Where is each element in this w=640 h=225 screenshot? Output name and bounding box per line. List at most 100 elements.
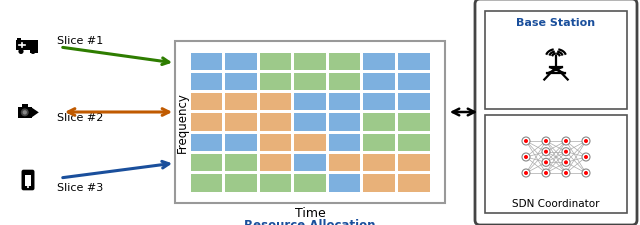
Circle shape xyxy=(31,50,36,55)
Bar xyxy=(329,154,360,171)
Bar xyxy=(260,154,291,171)
Circle shape xyxy=(564,161,568,165)
Bar xyxy=(364,94,395,111)
Circle shape xyxy=(522,137,530,145)
Bar xyxy=(260,53,291,70)
Bar xyxy=(364,73,395,91)
Polygon shape xyxy=(31,108,39,118)
Bar xyxy=(364,53,395,70)
Bar xyxy=(225,114,257,131)
Bar xyxy=(398,154,429,171)
Bar xyxy=(260,73,291,91)
Circle shape xyxy=(22,111,27,115)
Bar xyxy=(22,104,28,107)
Circle shape xyxy=(584,171,588,175)
FancyBboxPatch shape xyxy=(475,0,637,225)
Bar xyxy=(364,174,395,192)
Bar xyxy=(329,174,360,192)
Bar xyxy=(30,46,38,53)
Bar xyxy=(294,53,326,70)
Bar xyxy=(16,41,38,51)
Circle shape xyxy=(562,137,570,145)
Bar xyxy=(175,42,445,203)
Bar xyxy=(294,134,326,151)
Bar xyxy=(398,114,429,131)
Bar xyxy=(329,94,360,111)
Circle shape xyxy=(564,150,568,154)
Bar xyxy=(329,134,360,151)
Bar xyxy=(294,154,326,171)
Circle shape xyxy=(524,171,528,175)
Bar xyxy=(398,53,429,70)
Circle shape xyxy=(542,148,550,156)
Circle shape xyxy=(542,169,550,177)
Bar xyxy=(398,174,429,192)
Circle shape xyxy=(542,159,550,166)
FancyBboxPatch shape xyxy=(22,170,35,191)
Circle shape xyxy=(522,169,530,177)
Bar xyxy=(191,73,222,91)
Bar xyxy=(364,134,395,151)
Circle shape xyxy=(544,171,548,175)
Circle shape xyxy=(524,139,528,143)
Circle shape xyxy=(524,155,528,159)
Bar xyxy=(225,134,257,151)
Bar xyxy=(191,154,222,171)
Circle shape xyxy=(584,155,588,159)
Text: Slice #1: Slice #1 xyxy=(57,36,103,46)
Bar xyxy=(485,12,627,110)
Bar xyxy=(225,94,257,111)
Circle shape xyxy=(544,161,548,165)
Bar xyxy=(25,175,31,186)
Circle shape xyxy=(584,139,588,143)
Circle shape xyxy=(27,186,29,188)
Bar xyxy=(294,94,326,111)
Bar xyxy=(398,134,429,151)
Bar xyxy=(329,73,360,91)
Text: Resource Allocation: Resource Allocation xyxy=(244,218,376,225)
Bar xyxy=(294,174,326,192)
Bar xyxy=(329,114,360,131)
Circle shape xyxy=(20,109,29,117)
Bar xyxy=(17,38,20,41)
Text: SDN Coordinator: SDN Coordinator xyxy=(512,198,600,208)
Circle shape xyxy=(19,50,24,55)
Circle shape xyxy=(544,150,548,154)
Bar xyxy=(225,53,257,70)
Bar xyxy=(294,73,326,91)
Text: Frequency: Frequency xyxy=(175,92,189,153)
Text: Slice #3: Slice #3 xyxy=(57,182,103,192)
Bar xyxy=(191,134,222,151)
Circle shape xyxy=(542,137,550,145)
Bar xyxy=(294,114,326,131)
Circle shape xyxy=(582,137,590,145)
Bar xyxy=(225,154,257,171)
Bar xyxy=(398,73,429,91)
Circle shape xyxy=(564,171,568,175)
Bar xyxy=(191,114,222,131)
Circle shape xyxy=(564,139,568,143)
Bar xyxy=(225,174,257,192)
Circle shape xyxy=(582,169,590,177)
Bar xyxy=(18,107,31,119)
Bar xyxy=(364,114,395,131)
Circle shape xyxy=(544,139,548,143)
Circle shape xyxy=(562,169,570,177)
Circle shape xyxy=(582,153,590,161)
Bar xyxy=(364,154,395,171)
Circle shape xyxy=(562,159,570,166)
Bar xyxy=(191,94,222,111)
Bar xyxy=(260,94,291,111)
Bar xyxy=(485,115,627,213)
Text: Time: Time xyxy=(294,207,325,220)
Text: Slice #2: Slice #2 xyxy=(57,112,103,122)
Bar xyxy=(191,174,222,192)
Bar xyxy=(398,94,429,111)
Bar xyxy=(329,53,360,70)
Bar xyxy=(260,174,291,192)
Circle shape xyxy=(522,153,530,161)
Circle shape xyxy=(562,148,570,156)
Bar xyxy=(191,53,222,70)
Bar xyxy=(225,73,257,91)
Bar xyxy=(260,114,291,131)
